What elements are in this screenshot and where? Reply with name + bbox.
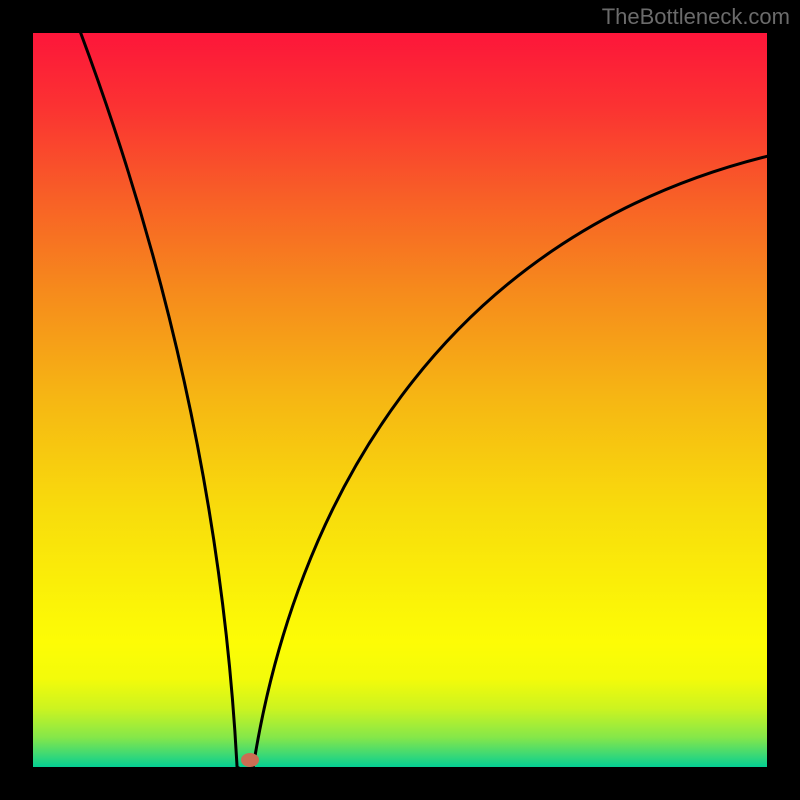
bottleneck-curve (33, 33, 767, 767)
plot-area (33, 33, 767, 767)
minimum-marker (241, 753, 259, 767)
watermark-text: TheBottleneck.com (602, 4, 790, 30)
